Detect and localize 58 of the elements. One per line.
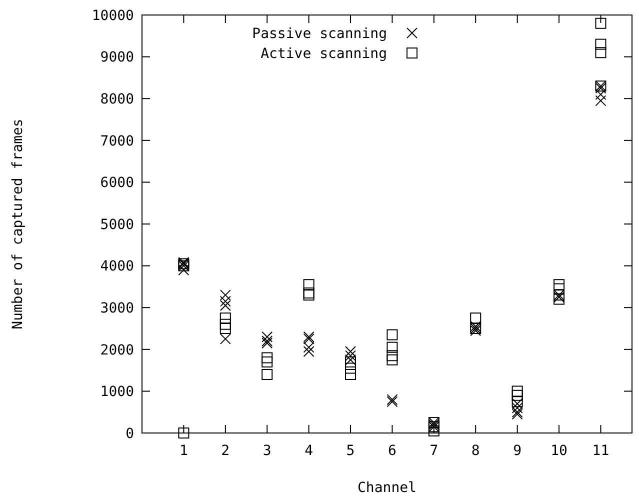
point: [595, 38, 606, 50]
point: [262, 331, 273, 342]
x-tick-label: 6: [388, 443, 396, 459]
x-tick-label: 3: [262, 443, 272, 459]
x-tick-label: 9: [513, 443, 522, 459]
y-tick-label: 9000: [100, 50, 134, 66]
x-axis-title: Channel: [357, 480, 417, 496]
y-tick-label: 8000: [100, 92, 134, 108]
point: [595, 95, 606, 106]
point: [262, 368, 273, 380]
x-tick-label: 4: [304, 443, 314, 459]
point: [386, 342, 398, 353]
x-tick-label: 11: [592, 443, 610, 459]
y-tick-label: 1000: [100, 384, 134, 400]
y-tick-label: 4000: [100, 258, 134, 275]
point: [345, 346, 356, 357]
point: [512, 386, 523, 397]
x-tick-label: 2: [221, 443, 230, 459]
point: [512, 390, 523, 401]
point: [262, 356, 273, 368]
point: [428, 425, 440, 436]
point: [262, 352, 273, 364]
point: [303, 346, 314, 357]
point: [554, 279, 565, 290]
point: [386, 350, 398, 362]
point: [220, 290, 231, 301]
point: [220, 323, 231, 334]
point: [220, 318, 231, 330]
point: [303, 290, 314, 301]
y-axis-title: Number of captured frames: [10, 118, 26, 330]
point: [595, 18, 606, 29]
point: [595, 47, 606, 58]
point: [386, 329, 398, 340]
y-tick-label: 7000: [100, 133, 134, 150]
point: [220, 296, 231, 307]
point: [178, 428, 190, 438]
x-tick-label: 5: [346, 443, 355, 459]
point: [220, 312, 231, 324]
point: [303, 279, 314, 290]
point: [470, 312, 482, 324]
point: [220, 300, 231, 312]
y-tick-label: 10000: [92, 8, 134, 24]
x-tick-label: 7: [430, 443, 438, 459]
point: [220, 333, 231, 344]
x-tick-label: 8: [471, 443, 480, 459]
point: [303, 342, 314, 353]
y-tick-label: 6000: [100, 175, 134, 192]
y-tick-label: 5000: [100, 216, 134, 233]
y-tick-label: 0: [126, 426, 134, 442]
point: [303, 287, 314, 298]
point: [386, 354, 398, 366]
legend-label: Active scanning: [260, 46, 387, 62]
y-tick-label: 3000: [100, 300, 134, 316]
point: [345, 368, 356, 380]
x-tick-label: 10: [550, 443, 568, 459]
y-tick-label: 2000: [100, 342, 134, 358]
x-tick-label: 1: [179, 443, 188, 459]
legend-label: Passive scanning: [252, 26, 387, 42]
